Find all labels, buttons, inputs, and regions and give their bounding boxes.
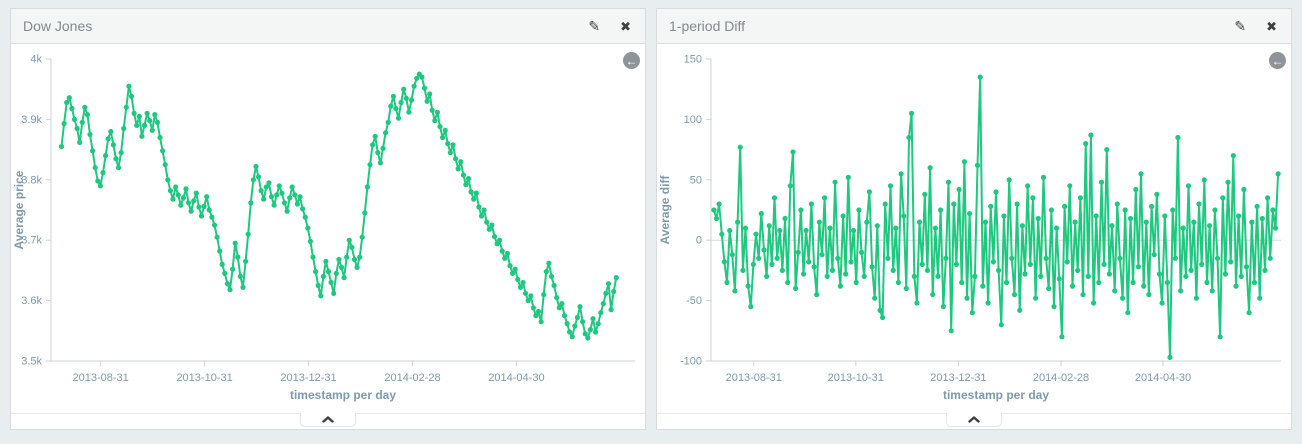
svg-text:3.9k: 3.9k xyxy=(21,114,42,126)
svg-text:2014-02-28: 2014-02-28 xyxy=(384,372,440,384)
svg-text:0: 0 xyxy=(696,235,702,247)
panel-header-dow-jones[interactable]: Dow Jones ✎ ✖ xyxy=(11,9,645,44)
panel-header-icons: ✎ ✖ xyxy=(1234,19,1277,33)
svg-text:Average price: Average price xyxy=(12,170,26,249)
close-x-icon[interactable]: ✖ xyxy=(1266,18,1277,34)
svg-text:2014-04-30: 2014-04-30 xyxy=(1135,372,1191,384)
back-circle-arrow-icon[interactable]: ← xyxy=(1269,52,1286,69)
svg-text:3.5k: 3.5k xyxy=(21,356,42,368)
collapse-button[interactable] xyxy=(300,413,356,427)
svg-text:150: 150 xyxy=(684,54,702,66)
edit-pencil-icon[interactable]: ✎ xyxy=(1234,18,1247,34)
panel-title: Dow Jones xyxy=(23,18,93,34)
collapse-button[interactable] xyxy=(946,413,1002,427)
svg-text:50: 50 xyxy=(690,174,702,186)
svg-text:3.8k: 3.8k xyxy=(21,174,42,186)
svg-text:2014-04-30: 2014-04-30 xyxy=(488,372,544,384)
chart-1-period-diff[interactable]: 150 100 50 0 -50 -100 2013-08-31 2013-10-31 2013… xyxy=(657,44,1291,413)
svg-text:2013-08-31: 2013-08-31 xyxy=(72,372,128,384)
chevron-up-icon xyxy=(968,416,980,423)
chart-area-1-period-diff: 150 100 50 0 -50 -100 2013-08-31 2013-10-31 2013… xyxy=(657,44,1291,413)
panel-header-1-period-diff[interactable]: 1-period Diff ✎ ✖ xyxy=(657,9,1291,44)
edit-pencil-icon[interactable]: ✎ xyxy=(588,18,601,34)
panel-title: 1-period Diff xyxy=(669,18,746,34)
svg-text:2013-12-31: 2013-12-31 xyxy=(930,372,986,384)
panel-footer xyxy=(657,413,1291,429)
svg-text:2014-02-28: 2014-02-28 xyxy=(1033,372,1089,384)
chevron-up-icon xyxy=(322,416,334,423)
panel-dow-jones: Dow Jones ✎ ✖ 4k 3.9k 3.8k 3.7k 3.6k 3.5k 2013… xyxy=(10,8,646,430)
svg-text:2013-12-31: 2013-12-31 xyxy=(280,372,336,384)
svg-text:100: 100 xyxy=(684,114,702,126)
svg-text:Average diff: Average diff xyxy=(658,175,672,245)
panel-footer xyxy=(11,413,645,429)
svg-text:timestamp per day: timestamp per day xyxy=(943,388,1049,402)
svg-text:2013-08-31: 2013-08-31 xyxy=(726,372,782,384)
svg-text:timestamp per day: timestamp per day xyxy=(290,388,396,402)
svg-text:2013-10-31: 2013-10-31 xyxy=(828,372,884,384)
back-circle-arrow-icon[interactable]: ← xyxy=(623,52,640,69)
panel-1-period-diff: 1-period Diff ✎ ✖ 150 100 50 0 -50 -100 2013-0… xyxy=(656,8,1292,430)
svg-text:2013-10-31: 2013-10-31 xyxy=(176,372,232,384)
svg-text:3.6k: 3.6k xyxy=(21,295,42,307)
panel-header-icons: ✎ ✖ xyxy=(588,19,631,33)
svg-text:-100: -100 xyxy=(680,356,702,368)
close-x-icon[interactable]: ✖ xyxy=(620,18,631,34)
chart-area-dow-jones: 4k 3.9k 3.8k 3.7k 3.6k 3.5k 2013-08-31 2013-10-… xyxy=(11,44,645,413)
chart-dow-jones[interactable]: 4k 3.9k 3.8k 3.7k 3.6k 3.5k 2013-08-31 2013-10-… xyxy=(11,44,645,413)
svg-text:3.7k: 3.7k xyxy=(21,235,42,247)
svg-text:-50: -50 xyxy=(686,295,702,307)
svg-text:4k: 4k xyxy=(30,54,42,66)
